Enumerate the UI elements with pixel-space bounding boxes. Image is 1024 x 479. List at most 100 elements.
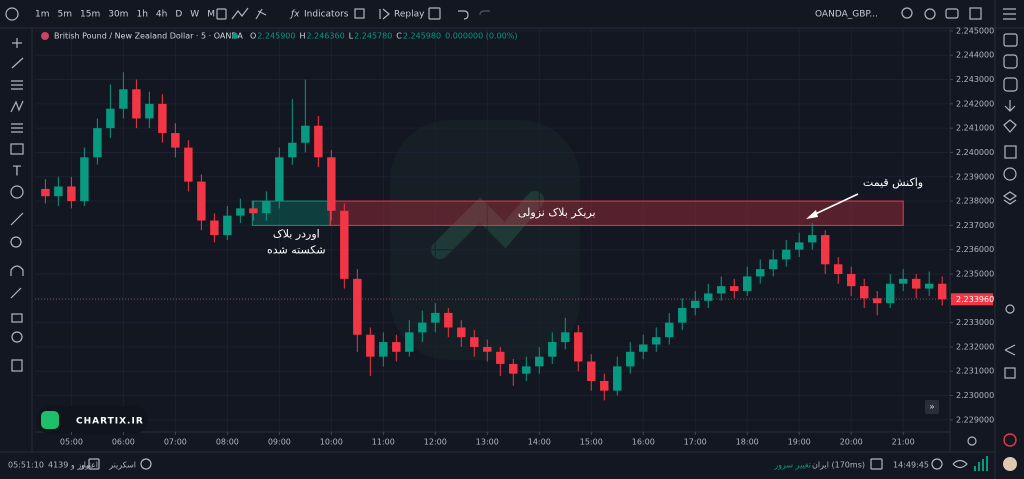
chart-line-icon[interactable]: [231, 7, 249, 20]
compare-icon[interactable]: [255, 8, 267, 20]
candle-body: [418, 322, 427, 333]
timeframe-button[interactable]: 5m: [58, 10, 73, 20]
avatar[interactable]: [1003, 457, 1017, 471]
crosshair-tool[interactable]: [12, 38, 22, 48]
x-tick-label: 16:00: [632, 438, 655, 447]
zoom-tool[interactable]: [10, 236, 22, 248]
ruler-tool[interactable]: [10, 212, 24, 226]
candle-body: [769, 259, 778, 270]
ideas-icon[interactable]: [1003, 119, 1017, 133]
symbol-button[interactable]: OANDA_GBP...: [815, 10, 878, 20]
market-status: [232, 33, 238, 39]
candle-body: [548, 342, 557, 357]
news-icon[interactable]: [1003, 167, 1017, 181]
fx-icon[interactable]: ƒx: [289, 10, 300, 20]
logo-icon: [41, 411, 59, 429]
layout-icon[interactable]: [354, 8, 365, 19]
y-tick-label: 2.233000: [956, 318, 994, 327]
candle-body: [379, 342, 388, 357]
prediction-tool[interactable]: [11, 123, 23, 133]
calendar-icon[interactable]: [1004, 145, 1017, 159]
pattern-tool[interactable]: [10, 100, 24, 113]
candle-body: [93, 128, 102, 158]
timeframe-button[interactable]: 1m: [35, 10, 50, 20]
screener[interactable]: اسکرینر: [108, 461, 136, 470]
fullscreen-icon[interactable]: [969, 7, 982, 20]
timeframe-button[interactable]: W: [190, 10, 199, 20]
x-tick-label: 18:00: [736, 438, 759, 447]
settings-icon[interactable]: [924, 8, 936, 20]
candle-body: [67, 186, 76, 202]
shape-tool[interactable]: [10, 143, 24, 155]
candle-body: [496, 351, 505, 364]
download-icon[interactable]: [1004, 100, 1016, 112]
magnet-tool[interactable]: [10, 265, 24, 276]
hotlist-icon[interactable]: [1003, 77, 1018, 92]
y-tick-label: 2.229000: [956, 415, 994, 424]
timeframe-button[interactable]: 30m: [108, 10, 128, 20]
target-icon[interactable]: [1005, 304, 1015, 314]
candle-body: [795, 242, 804, 250]
timeframe-button[interactable]: 1h: [136, 10, 147, 20]
candle-body: [145, 103, 154, 119]
screener-icon[interactable]: [140, 458, 152, 470]
x-tick-label: 15:00: [580, 438, 603, 447]
redo-icon[interactable]: [479, 10, 490, 16]
layers-icon[interactable]: [1002, 191, 1018, 205]
trendline-tool[interactable]: [11, 57, 24, 69]
add-icon[interactable]: [5, 7, 19, 21]
change: 0.000000 (0.00%): [445, 32, 517, 41]
y-tick-label: 2.232000: [956, 342, 994, 351]
time: 14:49:45: [893, 461, 929, 470]
lock-tool[interactable]: [11, 313, 23, 323]
eye-icon[interactable]: [952, 459, 968, 469]
watchlist-icon[interactable]: [1003, 33, 1018, 47]
timezone-icon[interactable]: [931, 458, 943, 470]
search-icon[interactable]: [901, 7, 913, 19]
scroll-icon[interactable]: »: [929, 403, 935, 413]
replay-button[interactable]: Replay: [394, 10, 425, 20]
icon-tool[interactable]: [10, 185, 24, 199]
alert-icon[interactable]: [428, 7, 441, 20]
replay-icon[interactable]: [379, 8, 390, 20]
axis-settings[interactable]: [967, 436, 977, 446]
x-tick-label: 10:00: [320, 438, 343, 447]
calendar-icon[interactable]: [88, 458, 100, 470]
candle-body: [937, 283, 947, 300]
indicators-button[interactable]: Indicators: [304, 10, 349, 20]
share-icon[interactable]: [1004, 344, 1016, 356]
undo-icon[interactable]: [458, 10, 469, 20]
candle-body: [924, 283, 934, 289]
screenshot-icon[interactable]: [945, 8, 959, 19]
watermark-mark: [431, 191, 544, 259]
power-icon[interactable]: [1003, 433, 1017, 447]
timeframes: 1m 5m 15m 30m 1h 4h D W M: [35, 10, 215, 20]
timeframe-button[interactable]: 15m: [80, 10, 100, 20]
candle-body: [561, 332, 570, 343]
clock: 05:51:10: [8, 461, 44, 470]
help-icon[interactable]: [1004, 367, 1016, 379]
text-tool[interactable]: T: [12, 165, 21, 180]
candle-body: [210, 220, 219, 236]
y-tick-label: 2.241000: [956, 124, 994, 133]
y-tick-label: 2.231000: [956, 367, 994, 376]
fib-tool[interactable]: [11, 80, 23, 90]
scroll-button[interactable]: [925, 400, 939, 414]
timeframe-button[interactable]: M: [207, 10, 215, 20]
drawing-mode-tool[interactable]: [10, 287, 22, 299]
candle-body: [184, 147, 193, 182]
delete-tool[interactable]: [11, 359, 23, 372]
menu-icon[interactable]: [1003, 8, 1016, 20]
timeframe-button[interactable]: D: [175, 10, 182, 20]
candle-body: [327, 157, 336, 211]
timeframe-button[interactable]: 4h: [156, 10, 167, 20]
alerts-icon[interactable]: [1003, 54, 1018, 69]
candle-body: [808, 235, 817, 243]
y-tick-label: 2.239000: [956, 172, 994, 181]
visibility-tool[interactable]: [11, 331, 23, 343]
candle-body: [898, 278, 908, 284]
change-server[interactable]: تغییر سرور: [773, 461, 811, 470]
candle-body: [574, 332, 583, 362]
candle-type-icon[interactable]: [216, 8, 227, 20]
